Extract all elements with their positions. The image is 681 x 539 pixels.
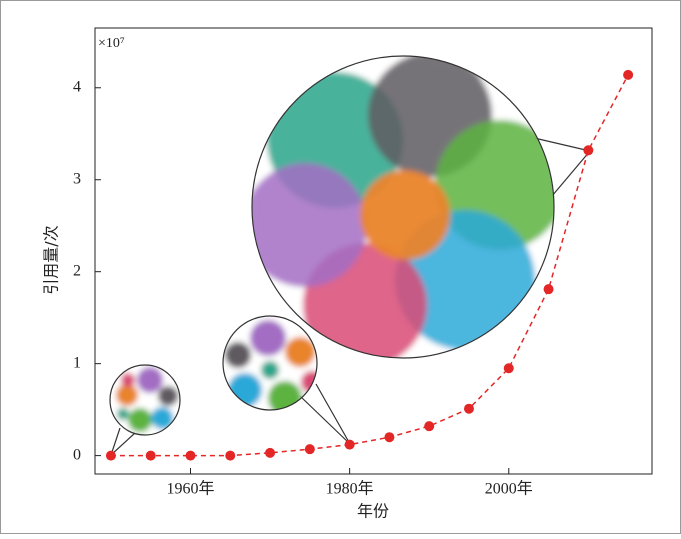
y-tick-label: 3 — [73, 170, 81, 187]
y-tick-label: 0 — [73, 446, 81, 463]
network-illustrations — [110, 53, 590, 455]
marker — [464, 404, 474, 414]
x-tick-label: 2000年 — [485, 480, 533, 498]
marker — [384, 432, 394, 442]
marker — [106, 451, 116, 461]
x-tick-label: 1960年 — [166, 480, 214, 498]
marker — [544, 284, 554, 294]
network-big — [243, 53, 565, 367]
marker — [623, 70, 633, 80]
chart: ×10⁷ 引用量/次 年份 — [0, 0, 681, 534]
marker — [305, 444, 315, 454]
marker — [225, 451, 235, 461]
x-tick-label: 1980年 — [326, 480, 374, 498]
marker — [424, 421, 434, 431]
marker — [146, 451, 156, 461]
y-axis-label: 引用量/次 — [42, 225, 61, 294]
marker — [345, 440, 355, 450]
y-tick-label: 2 — [73, 262, 81, 279]
y-tick-label: 1 — [73, 354, 81, 371]
y-unit-label: ×10⁷ — [98, 36, 125, 51]
x-axis-label: 年份 — [357, 502, 389, 521]
y-tick-label: 4 — [73, 78, 81, 95]
marker — [504, 363, 514, 373]
marker — [265, 448, 275, 458]
marker — [583, 145, 593, 155]
network-mid — [223, 316, 323, 415]
marker — [185, 451, 195, 461]
